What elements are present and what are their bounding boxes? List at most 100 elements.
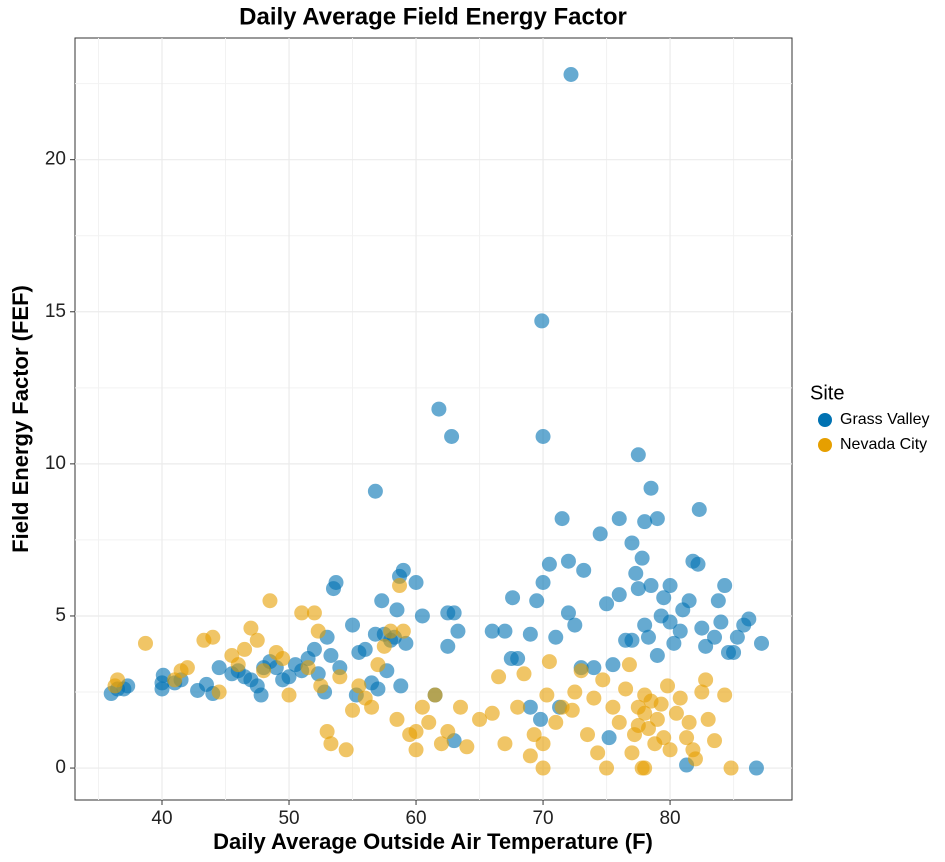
x-tick-label: 50 xyxy=(278,808,299,829)
point xyxy=(414,699,430,715)
point xyxy=(624,632,640,648)
point xyxy=(700,711,716,727)
point xyxy=(748,760,764,776)
point xyxy=(637,514,653,530)
point xyxy=(563,67,579,83)
point xyxy=(294,605,310,621)
point xyxy=(370,681,386,697)
point xyxy=(452,699,468,715)
point xyxy=(726,644,742,660)
point xyxy=(573,663,589,679)
y-tick-label: 0 xyxy=(55,757,66,778)
point xyxy=(637,760,653,776)
point xyxy=(710,593,726,609)
y-tick-label: 5 xyxy=(55,605,66,626)
point xyxy=(383,623,399,639)
point xyxy=(605,699,621,715)
point xyxy=(440,638,456,654)
point xyxy=(211,660,227,676)
point xyxy=(306,641,322,657)
point xyxy=(253,687,269,703)
point xyxy=(408,742,424,758)
point xyxy=(472,711,488,727)
point xyxy=(679,730,695,746)
point xyxy=(605,657,621,673)
point xyxy=(395,562,411,578)
point xyxy=(592,526,608,542)
point xyxy=(656,730,672,746)
point xyxy=(459,739,475,755)
point xyxy=(643,480,659,496)
point xyxy=(595,672,611,688)
point xyxy=(630,581,646,597)
point xyxy=(205,629,221,645)
point xyxy=(522,748,538,764)
point xyxy=(374,593,390,609)
point xyxy=(690,556,706,572)
point xyxy=(535,575,551,591)
legend-title: Site xyxy=(810,382,844,404)
point xyxy=(668,705,684,721)
point xyxy=(345,617,361,633)
point xyxy=(237,641,253,657)
legend-marker xyxy=(818,413,832,427)
point xyxy=(446,605,462,621)
point xyxy=(643,578,659,594)
point xyxy=(729,629,745,645)
point xyxy=(660,678,676,694)
point xyxy=(640,629,656,645)
point xyxy=(662,614,678,630)
point xyxy=(666,635,682,651)
point xyxy=(611,714,627,730)
point xyxy=(560,553,576,569)
point xyxy=(431,401,447,417)
point xyxy=(630,447,646,463)
point xyxy=(230,657,246,673)
x-axis-label: Daily Average Outside Air Temperature (F… xyxy=(213,829,653,854)
point xyxy=(717,687,733,703)
y-axis-label: Field Energy Factor (FEF) xyxy=(8,285,33,553)
point xyxy=(576,562,592,578)
point xyxy=(392,578,408,594)
point xyxy=(408,724,424,740)
point xyxy=(249,632,265,648)
point xyxy=(717,578,733,594)
point xyxy=(567,617,583,633)
point xyxy=(262,593,278,609)
point xyxy=(672,623,688,639)
point xyxy=(427,687,443,703)
point xyxy=(357,641,373,657)
legend-label: Grass Valley xyxy=(840,411,930,428)
point xyxy=(541,654,557,670)
point xyxy=(634,550,650,566)
point xyxy=(367,483,383,499)
point xyxy=(535,760,551,776)
point xyxy=(698,672,714,688)
point xyxy=(694,684,710,700)
point xyxy=(723,760,739,776)
point xyxy=(653,696,669,712)
point xyxy=(707,733,723,749)
point xyxy=(110,672,126,688)
point xyxy=(450,623,466,639)
point xyxy=(649,511,665,527)
x-tick-label: 80 xyxy=(659,808,680,829)
point xyxy=(497,736,513,752)
point xyxy=(681,714,697,730)
point xyxy=(554,511,570,527)
point xyxy=(491,669,507,685)
point xyxy=(516,666,532,682)
y-tick-label: 15 xyxy=(45,301,66,322)
point xyxy=(313,678,329,694)
point xyxy=(662,742,678,758)
point xyxy=(179,660,195,676)
point xyxy=(319,724,335,740)
point xyxy=(281,669,297,685)
point xyxy=(155,667,171,683)
point xyxy=(548,629,564,645)
point xyxy=(601,730,617,746)
point xyxy=(564,702,580,718)
plot-panel xyxy=(74,37,793,801)
point xyxy=(510,699,526,715)
point xyxy=(586,690,602,706)
